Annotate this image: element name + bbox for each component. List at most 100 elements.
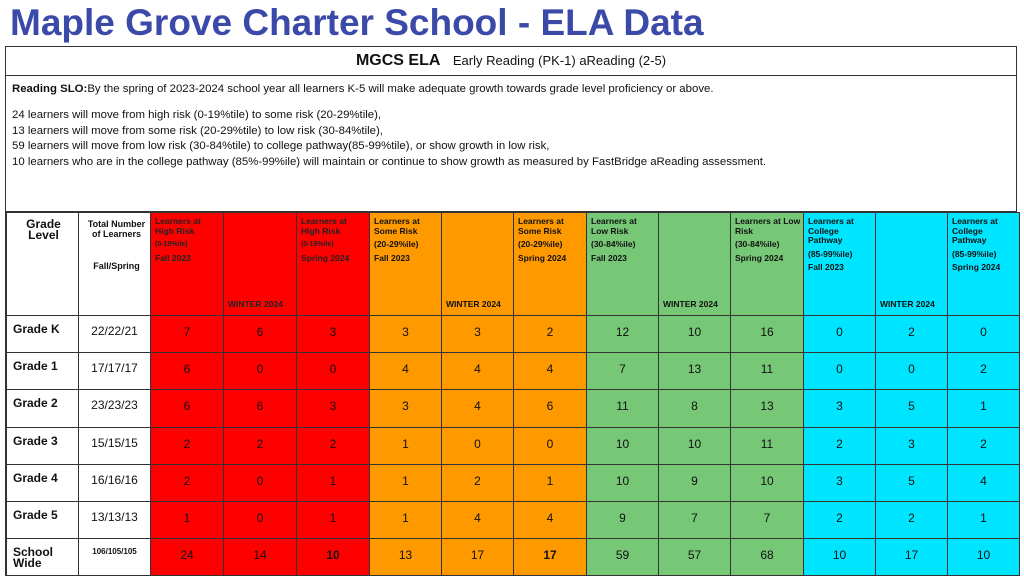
slo-statement: Reading SLO:By the spring of 2023-2024 s… xyxy=(12,81,1007,97)
value-cell: 2 xyxy=(803,500,876,539)
value-cell: 0 xyxy=(223,500,297,539)
value-cell: 3 xyxy=(441,315,514,354)
total-cell: 16/16/16 xyxy=(78,463,151,502)
group-title: Learners at Some Risk xyxy=(518,216,564,236)
period-header: Learners at Low Risk (30-84%ile) Fall 2023 xyxy=(586,211,659,317)
period-label: WINTER 2024 xyxy=(446,298,501,309)
value-cell: 4 xyxy=(947,463,1020,502)
period-header: WINTER 2024 xyxy=(875,211,948,317)
table-row: Grade K 22/22/21 7 6 3 3 3 2 12 10 16 0 2 0 xyxy=(6,315,1020,354)
value-cell: 10 xyxy=(730,463,804,502)
group-range: (30-84%ile) xyxy=(735,239,780,249)
value-cell: 2 xyxy=(947,426,1020,465)
slo-goal-line: 24 learners will move from high risk (0-… xyxy=(12,109,382,121)
grade-level-header: Grade Level xyxy=(6,211,79,317)
value-cell: 2 xyxy=(441,463,514,502)
value-cell: 4 xyxy=(513,500,587,539)
value-cell: 1 xyxy=(947,389,1020,428)
value-cell: 6 xyxy=(150,352,224,391)
period-header: Learners at College Pathway (85-99%ile) Sp… xyxy=(947,211,1020,317)
group-range: (0-19%ile) xyxy=(155,241,188,248)
value-cell: 9 xyxy=(586,500,659,539)
group-range: (20-29%ile) xyxy=(374,239,419,249)
sheet-title: MGCS ELA xyxy=(355,52,441,69)
table-row: School Wide 106/105/105 24 14 10 13 17 17 59 57 68… xyxy=(6,537,1020,576)
value-cell: 0 xyxy=(947,315,1020,354)
value-cell: 0 xyxy=(296,352,370,391)
period-header: Learners at Some Risk (20-29%ile) Spring 2… xyxy=(513,211,587,317)
slo-goals: 24 learners will move from high risk (0-… xyxy=(12,108,1007,170)
value-cell: 10 xyxy=(803,537,876,576)
value-cell: 2 xyxy=(296,426,370,465)
value-cell: 10 xyxy=(296,537,370,576)
slo-label: Reading SLO: xyxy=(12,83,88,95)
value-cell: 2 xyxy=(223,426,297,465)
grade-cell: Grade 3 xyxy=(6,426,79,465)
total-cell: 106/105/105 xyxy=(78,537,151,576)
group-range: (85-99%ile) xyxy=(952,248,997,259)
value-cell: 3 xyxy=(369,389,442,428)
value-cell: 13 xyxy=(369,537,442,576)
value-cell: 5 xyxy=(875,389,948,428)
value-cell: 7 xyxy=(586,352,659,391)
period-header: WINTER 2024 xyxy=(223,211,297,317)
value-cell: 13 xyxy=(730,389,804,428)
value-cell: 1 xyxy=(513,463,587,502)
value-cell: 3 xyxy=(875,426,948,465)
value-cell: 2 xyxy=(150,426,224,465)
period-label: WINTER 2024 xyxy=(228,298,283,309)
period-label: Fall 2023 xyxy=(155,252,191,263)
value-cell: 0 xyxy=(803,352,876,391)
group-range: (30-84%ile) xyxy=(591,239,636,249)
value-cell: 3 xyxy=(296,315,370,354)
period-header: Learners at Low Risk (30-84%ile) Spring 20… xyxy=(730,211,804,317)
value-cell: 0 xyxy=(441,426,514,465)
value-cell: 4 xyxy=(441,352,514,391)
value-cell: 1 xyxy=(150,500,224,539)
value-cell: 4 xyxy=(441,500,514,539)
value-cell: 17 xyxy=(875,537,948,576)
total-cell: 17/17/17 xyxy=(78,352,151,391)
value-cell: 6 xyxy=(223,389,297,428)
slo-block: Reading SLO:By the spring of 2023-2024 s… xyxy=(12,81,1007,170)
value-cell: 13 xyxy=(658,352,731,391)
value-cell: 3 xyxy=(803,463,876,502)
value-cell: 1 xyxy=(369,463,442,502)
value-cell: 2 xyxy=(803,426,876,465)
value-cell: 10 xyxy=(586,463,659,502)
grade-cell: School Wide xyxy=(6,537,79,576)
value-cell: 7 xyxy=(658,500,731,539)
group-title: Learners at College Pathway xyxy=(952,216,998,245)
group-range: (0-19%ile) xyxy=(301,241,334,248)
group-title: Learners at Low Risk xyxy=(591,216,637,236)
total-learners-sublabel: Fall/Spring xyxy=(93,261,140,271)
ela-data-sheet: MGCS ELA Early Reading (PK-1) aReading (… xyxy=(5,46,1020,576)
group-title: Learners at High Risk xyxy=(301,216,347,236)
grade-cell: Grade 4 xyxy=(6,463,79,502)
value-cell: 0 xyxy=(803,315,876,354)
period-header: WINTER 2024 xyxy=(658,211,731,317)
value-cell: 9 xyxy=(658,463,731,502)
value-cell: 1 xyxy=(296,500,370,539)
value-cell: 2 xyxy=(513,315,587,354)
page-title: Maple Grove Charter School - ELA Data xyxy=(10,2,704,43)
total-cell: 13/13/13 xyxy=(78,500,151,539)
period-header: Learners at High Risk (0-19%ile) Spring 20… xyxy=(296,211,370,317)
table-row: Grade 1 17/17/17 6 0 0 4 4 4 7 13 11 0 0 2 xyxy=(6,352,1020,391)
value-cell: 12 xyxy=(586,315,659,354)
total-learners-label: Total Number of Learners xyxy=(87,219,146,239)
value-cell: 59 xyxy=(586,537,659,576)
value-cell: 3 xyxy=(296,389,370,428)
slo-text: By the spring of 2023-2024 school year a… xyxy=(87,83,714,95)
total-cell: 15/15/15 xyxy=(78,426,151,465)
value-cell: 1 xyxy=(369,500,442,539)
slo-goal-line: 13 learners will move from some risk (20… xyxy=(12,124,383,137)
value-cell: 14 xyxy=(223,537,297,576)
value-cell: 7 xyxy=(730,500,804,539)
total-cell: 23/23/23 xyxy=(78,389,151,428)
period-label: WINTER 2024 xyxy=(663,298,718,309)
period-label: Spring 2024 xyxy=(518,252,567,263)
value-cell: 0 xyxy=(223,463,297,502)
value-cell: 1 xyxy=(296,463,370,502)
value-cell: 10 xyxy=(947,537,1020,576)
